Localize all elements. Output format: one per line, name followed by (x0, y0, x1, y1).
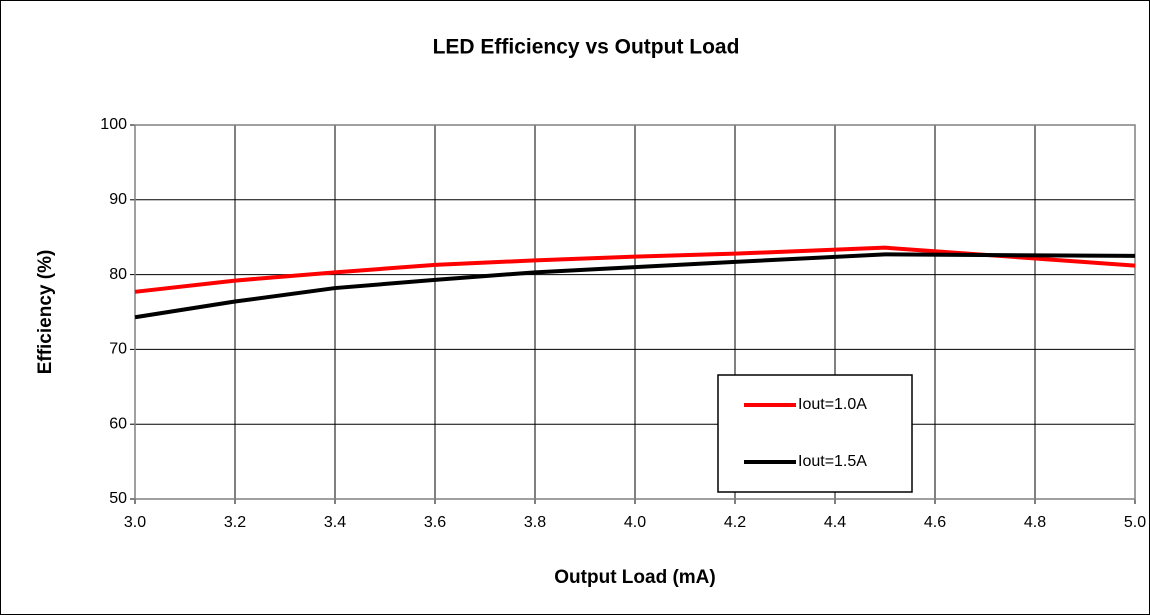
x-tick-label: 3.0 (124, 514, 146, 531)
x-tick-label: 3.8 (524, 514, 546, 531)
x-tick-label: 4.8 (1024, 514, 1046, 531)
legend-box (717, 374, 913, 493)
legend-label: Iout=1.5A (798, 453, 867, 470)
chart-title: LED Efficiency vs Output Load (433, 36, 740, 59)
y-tick-label: 90 (109, 191, 127, 208)
x-tick-label: 4.0 (624, 514, 646, 531)
y-tick-label: 80 (109, 266, 127, 283)
legend-label: Iout=1.0A (798, 396, 867, 413)
x-tick-label: 3.2 (224, 514, 246, 531)
x-tick-label: 3.4 (324, 514, 346, 531)
x-tick-label: 4.4 (824, 514, 846, 531)
series-line (134, 245, 1136, 294)
plot-area (134, 124, 1136, 500)
x-axis-label: Output Load (mA) (554, 567, 715, 588)
y-tick-label: 70 (109, 341, 127, 358)
x-tick-label: 5.0 (1124, 514, 1146, 531)
y-tick-label: 50 (109, 490, 127, 507)
y-tick-label: 100 (100, 116, 127, 133)
x-tick-label: 3.6 (424, 514, 446, 531)
series-line (134, 252, 1136, 320)
y-axis-label: Efficiency (%) (35, 250, 56, 375)
y-tick-label: 60 (109, 415, 127, 432)
x-tick-label: 4.6 (924, 514, 946, 531)
x-tick-label: 4.2 (724, 514, 746, 531)
